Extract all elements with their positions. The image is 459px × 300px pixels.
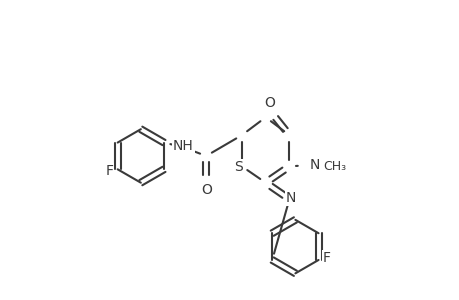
Text: S: S (234, 160, 243, 174)
Text: CH₃: CH₃ (323, 160, 346, 173)
Text: NH: NH (173, 140, 193, 153)
Text: N: N (285, 190, 296, 205)
Text: N: N (309, 158, 319, 172)
Text: F: F (322, 251, 330, 266)
Text: F: F (105, 164, 113, 178)
Text: O: O (200, 183, 211, 197)
Text: O: O (263, 96, 274, 110)
